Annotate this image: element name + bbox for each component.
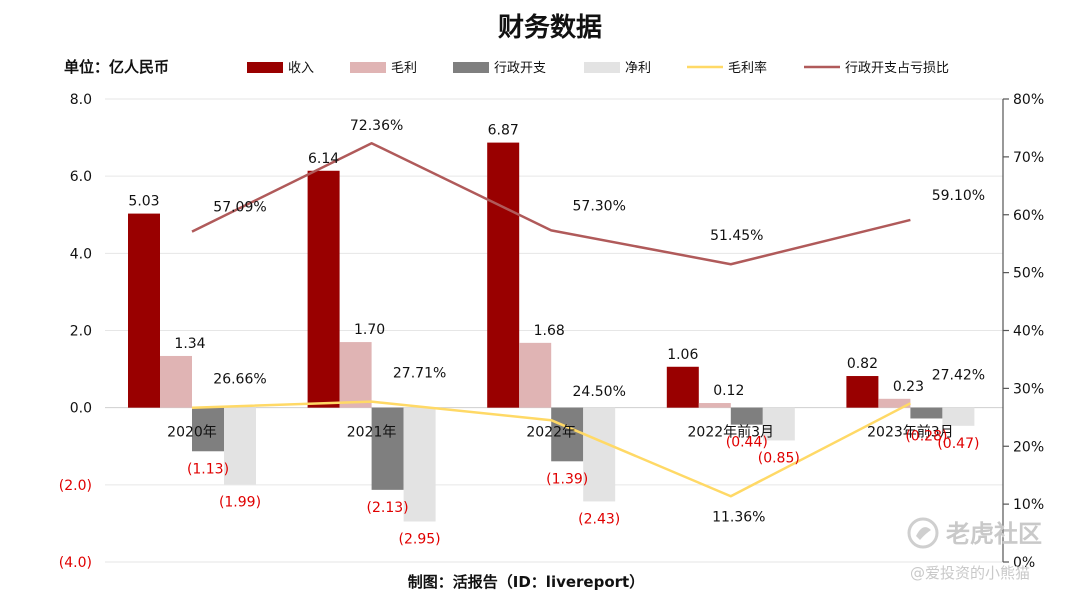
y-right-tick-label: 70% — [1013, 150, 1044, 166]
line-point-label: 51.45% — [710, 228, 763, 244]
bar-value-label: 1.06 — [667, 347, 698, 363]
legend-label: 行政开支 — [494, 61, 546, 76]
chart-credit: 制图：活报告（ID：livereport） — [408, 573, 644, 591]
y-right-tick-label: 10% — [1013, 497, 1044, 513]
bar — [698, 403, 731, 408]
bar-value-label: 6.14 — [308, 151, 339, 167]
y-right-tick-label: 20% — [1013, 439, 1044, 455]
bar-value-label: 0.82 — [847, 356, 878, 372]
bar-series — [128, 142, 975, 522]
series-line — [191, 400, 911, 498]
series-line — [191, 141, 911, 266]
axes: (4.0) (2.0) 0.0 2.0 4.0 6.0 8.0 0% 10% 20% 30% 40% 5… — [59, 92, 1044, 571]
bar-value-label: (0.85) — [758, 450, 800, 466]
legend-swatch — [350, 62, 386, 73]
bar — [128, 213, 160, 408]
tiger-logo-icon — [907, 517, 939, 549]
y-right-tick-label: 30% — [1013, 381, 1044, 397]
unit-label: 单位：亿人民币 — [64, 58, 169, 76]
legend-label: 净利 — [625, 61, 651, 76]
legend-label: 毛利率 — [728, 60, 767, 76]
bar-value-label: 1.68 — [534, 323, 565, 339]
line-point-label: 57.30% — [573, 198, 626, 214]
y-right-tick-label: 0% — [1013, 555, 1035, 571]
line-point-label: 11.36% — [712, 509, 765, 525]
legend-swatch — [453, 62, 489, 73]
bar — [846, 376, 879, 408]
x-category-label: 2022年前3月 — [688, 424, 775, 441]
line-point-label: 57.09% — [213, 200, 266, 216]
bar-value-label: (2.95) — [399, 531, 441, 547]
chart-title: 财务数据 — [498, 13, 602, 43]
line-series — [191, 141, 911, 498]
bar — [762, 407, 795, 441]
bar — [910, 407, 943, 419]
bar — [307, 170, 340, 408]
bar — [942, 407, 975, 426]
y-left-tick-label: 6.0 — [70, 169, 92, 185]
line-point-label: 27.71% — [393, 366, 446, 382]
y-left-tick-label: 0.0 — [70, 401, 92, 417]
bar — [730, 407, 763, 425]
x-category-label: 2020年 — [167, 425, 217, 441]
line-point-label: 27.42% — [932, 367, 985, 383]
line-point-label: 72.36% — [350, 118, 403, 134]
bar — [878, 398, 911, 408]
y-right-tick-label: 60% — [1013, 208, 1044, 224]
bar-value-label: 0.23 — [893, 379, 924, 395]
bar — [160, 355, 192, 408]
bar — [519, 342, 552, 408]
y-right-tick-label: 80% — [1013, 92, 1044, 108]
bar — [224, 407, 256, 485]
watermark-brand: 老虎社区 — [946, 520, 1042, 548]
bar-value-label: (1.99) — [219, 494, 261, 510]
bar — [403, 407, 436, 522]
bar — [666, 366, 699, 408]
bar — [487, 142, 520, 408]
bar-value-label: 0.12 — [713, 383, 744, 399]
bar — [371, 407, 404, 490]
legend-label: 收入 — [288, 61, 314, 76]
y-left-tick-label: 2.0 — [70, 324, 92, 340]
line-point-label: 59.10% — [932, 188, 985, 204]
legend: 收入 毛利 行政开支 净利 毛利率 行政开支占亏损比 — [247, 60, 949, 76]
line-point-label: 24.50% — [573, 384, 626, 400]
bar-value-label: (1.13) — [187, 461, 229, 477]
bar — [551, 407, 584, 462]
bar — [192, 407, 224, 452]
y-left-tick-label: 4.0 — [70, 246, 92, 262]
legend-swatch — [247, 62, 283, 73]
y-left-tick-label: (4.0) — [59, 555, 92, 571]
bar-value-label: (0.47) — [937, 436, 979, 452]
bar-value-label: 1.34 — [174, 336, 205, 352]
watermark-user: @爱投资的小熊猫 — [910, 564, 1030, 582]
legend-label: 行政开支占亏损比 — [845, 61, 949, 76]
line-point-label: 26.66% — [213, 372, 266, 388]
y-right-tick-label: 40% — [1013, 324, 1044, 340]
bar-value-label: (2.13) — [367, 500, 409, 516]
data-labels: 2020年 2021年 2022年 2022年前3月 2023年前3月 5.03 6.14 6… — [128, 118, 985, 547]
bar-value-label: (0.44) — [726, 435, 768, 451]
bar-value-label: 1.70 — [354, 322, 385, 338]
y-right-tick-label: 50% — [1013, 266, 1044, 282]
y-left-tick-label: 8.0 — [70, 92, 92, 108]
legend-swatch — [584, 62, 620, 73]
legend-label: 毛利 — [391, 61, 417, 76]
watermark: 老虎社区 @爱投资的小熊猫 — [907, 517, 1042, 582]
x-category-label: 2021年 — [347, 425, 397, 441]
bar-value-label: (2.43) — [578, 511, 620, 527]
bar-value-label: (1.39) — [546, 471, 588, 487]
x-category-label: 2023年前3月 — [867, 424, 954, 441]
bar-value-label: 5.03 — [128, 194, 159, 210]
bar-value-label: 6.87 — [488, 123, 519, 139]
bar — [583, 407, 616, 502]
bar — [339, 342, 372, 408]
bar-value-label: (0.28) — [905, 428, 947, 444]
x-category-label: 2022年 — [526, 425, 576, 441]
y-left-tick-label: (2.0) — [59, 478, 92, 494]
